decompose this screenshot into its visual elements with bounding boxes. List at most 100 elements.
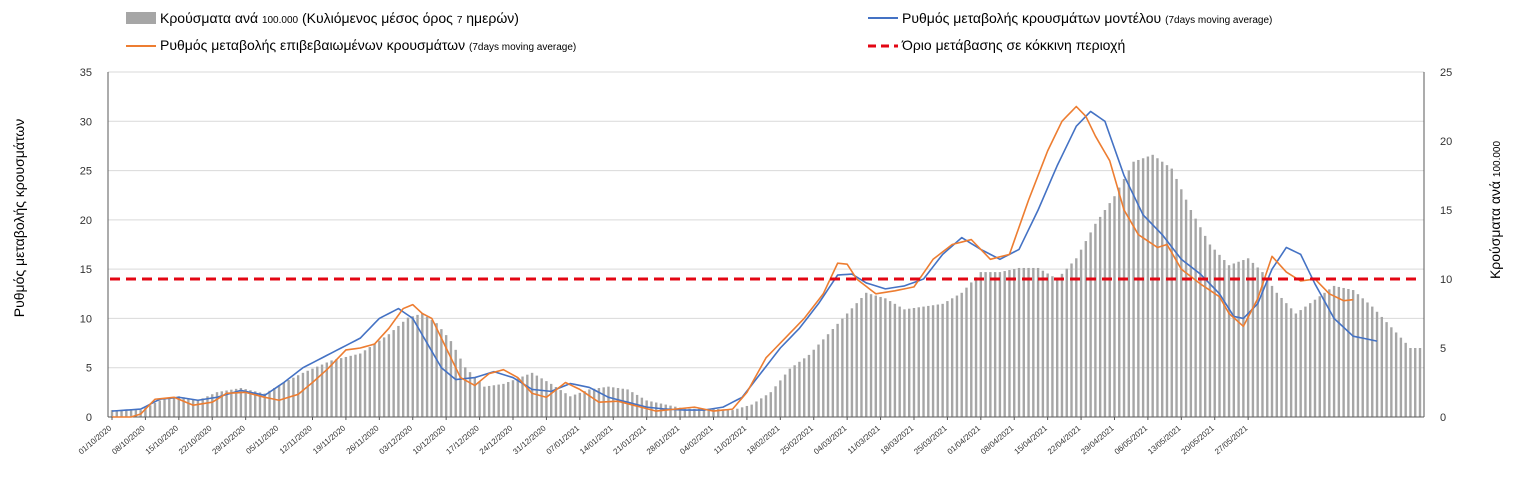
x-tick-label: 14/01/2021 <box>578 423 615 456</box>
bar <box>903 309 906 417</box>
bar <box>373 343 376 417</box>
bar <box>1256 267 1259 417</box>
bar <box>955 295 959 417</box>
bar <box>1380 316 1384 417</box>
bar <box>760 398 763 417</box>
x-tick-label: 15/10/2020 <box>144 423 181 456</box>
left-axis-ticks: 0 5 10 15 20 25 30 35 <box>80 67 92 424</box>
legend-swatch-bar <box>126 12 156 24</box>
bar <box>526 374 529 417</box>
bar <box>1036 267 1040 417</box>
bar <box>697 408 701 417</box>
bar <box>254 391 257 417</box>
bar <box>220 391 223 417</box>
y-left-tick-label: 30 <box>80 116 92 128</box>
bar <box>378 340 381 417</box>
bar <box>769 392 772 417</box>
bar <box>397 325 400 417</box>
x-tick-label: 04/02/2021 <box>678 423 715 456</box>
y-left-tick-label: 5 <box>86 363 92 375</box>
bar <box>1418 348 1422 417</box>
bar <box>191 399 195 417</box>
bar <box>740 407 744 417</box>
bar <box>554 386 558 417</box>
bar <box>826 334 830 417</box>
bar <box>688 408 691 417</box>
bar <box>712 408 715 417</box>
bar <box>359 353 362 417</box>
bar <box>1351 290 1355 417</box>
y-left-tick-label: 10 <box>80 313 92 325</box>
x-tick-label: 28/01/2021 <box>645 423 682 456</box>
bar <box>1375 311 1379 417</box>
bar <box>411 316 414 417</box>
bar <box>1356 294 1360 417</box>
bar <box>1199 227 1202 417</box>
x-tick-label: 03/12/2020 <box>378 423 415 456</box>
bar <box>855 303 858 417</box>
bar <box>1194 218 1197 417</box>
bar <box>822 339 825 417</box>
bar <box>316 366 319 417</box>
bar <box>153 402 157 417</box>
x-tick-label: 19/11/2020 <box>311 423 347 456</box>
bar <box>1299 310 1302 417</box>
x-tick-label: 11/03/2021 <box>846 423 882 456</box>
bar <box>182 397 185 417</box>
bar <box>416 314 419 417</box>
bar <box>1070 263 1073 417</box>
y-right-tick-label: 5 <box>1440 343 1446 355</box>
bar <box>234 388 238 417</box>
bar <box>125 410 128 417</box>
bar <box>927 305 930 417</box>
bar <box>1342 287 1345 417</box>
bar <box>1309 303 1312 417</box>
bar <box>965 287 968 417</box>
x-tick-label: 01/04/2021 <box>946 423 983 456</box>
bar <box>311 368 314 417</box>
bar <box>1242 260 1245 417</box>
bar <box>616 388 620 417</box>
bar <box>454 349 457 417</box>
bar <box>1017 267 1021 417</box>
x-tick-label: 31/12/2020 <box>511 423 548 456</box>
bar <box>1032 267 1035 417</box>
bar <box>1184 199 1188 417</box>
x-tick-label: 12/11/2020 <box>278 423 314 456</box>
bar <box>1146 156 1150 417</box>
bar <box>1409 348 1412 417</box>
bar <box>301 372 305 417</box>
bar <box>1337 286 1341 417</box>
bar <box>1394 332 1398 417</box>
bar <box>936 304 940 417</box>
bar <box>382 337 386 417</box>
bar <box>984 272 987 417</box>
y-right-tick-label: 20 <box>1440 136 1452 148</box>
bar <box>793 365 796 417</box>
x-tick-label: 04/03/2021 <box>812 423 849 456</box>
bar <box>277 385 281 417</box>
bar <box>592 388 596 417</box>
bar <box>115 410 118 417</box>
bar <box>478 381 481 417</box>
bar <box>292 377 295 417</box>
bar <box>970 282 973 417</box>
legend-label-confirmed: Ρυθμός μεταβολής επιβεβαιωμένων κρουσμάτ… <box>160 37 576 53</box>
bar <box>1103 210 1107 417</box>
x-tick-label: 01/10/2020 <box>77 423 114 456</box>
bar <box>1041 270 1045 417</box>
x-tick-label: 13/05/2021 <box>1146 423 1183 456</box>
bar <box>845 313 849 417</box>
bar <box>888 301 892 417</box>
bar <box>1089 232 1092 417</box>
bar <box>401 321 405 417</box>
bar <box>941 303 944 417</box>
bar <box>521 376 524 417</box>
bar <box>893 303 897 417</box>
bar <box>1075 258 1078 417</box>
bar <box>225 390 228 417</box>
bar <box>588 389 591 417</box>
bar <box>330 360 333 417</box>
bar <box>1151 154 1154 418</box>
